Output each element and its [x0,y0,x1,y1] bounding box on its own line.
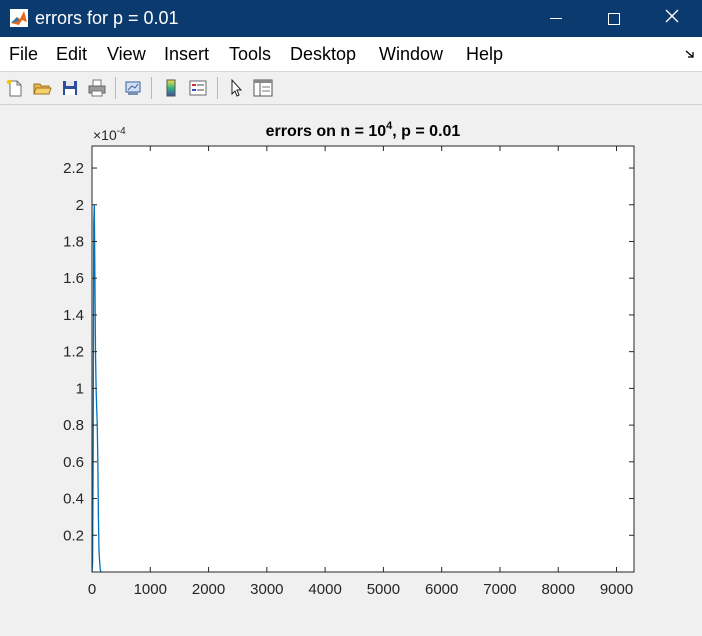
matlab-logo-icon [10,9,28,27]
x-tick-label: 9000 [600,581,633,598]
title-bar: errors for p = 0.01 [0,0,702,37]
x-tick-label: 3000 [250,581,283,598]
y-tick-label: 0.2 [63,527,84,544]
data-series-line [91,204,102,573]
menu-bar: File Edit View Insert Tools Desktop Wind… [0,37,702,72]
y-tick-label: 0.4 [63,491,84,508]
y-tick-label: 2.2 [63,160,84,177]
x-tick-label: 1000 [134,581,167,598]
figure-canvas: 0 1000 2000 3000 4000 5000 6000 7000 8000 9000 0.… [0,105,702,631]
window-title: errors for p = 0.01 [35,8,179,28]
maximize-icon [608,12,620,25]
toolbar-separator [115,77,116,99]
x-tick-label: 5000 [367,581,400,598]
toolbar-separator [217,77,218,99]
y-tick-label: 1.6 [63,270,84,287]
x-tick-label: 2000 [192,581,225,598]
menu-help[interactable]: Help [466,44,504,64]
x-tick-label: 7000 [483,581,516,598]
x-tick-label: 6000 [425,581,458,598]
menu-tools[interactable]: Tools [229,44,272,64]
new-figure-icon[interactable] [3,76,27,100]
menu-window[interactable]: Window [379,44,444,64]
x-tick-label: 8000 [542,581,575,598]
dock-arrow-icon[interactable] [684,47,696,65]
menu-desktop[interactable]: Desktop [290,44,357,64]
edit-plot-arrow-icon[interactable] [224,76,248,100]
y-tick-label: 1 [76,380,84,397]
print-icon[interactable] [85,76,109,100]
menu-view[interactable]: View [107,44,146,64]
menu-insert[interactable]: Insert [164,44,210,64]
chart-title: errors on n = 104, p = 0.01 [266,120,461,140]
figure-toolbar [0,72,702,105]
y-tick-label: 0.8 [63,417,84,434]
minimize-icon [550,18,562,19]
maximize-button[interactable] [585,0,643,37]
menu-file[interactable]: File [9,44,39,64]
x-tick-label: 4000 [308,581,341,598]
x-tick-label: 0 [88,581,96,598]
link-plot-icon[interactable] [121,76,145,100]
open-file-icon[interactable] [30,76,54,100]
y-tick-label: 1.2 [63,344,84,361]
toolbar-separator [151,77,152,99]
axes-background [92,146,634,572]
y-tick-label: 2 [76,197,84,214]
minimize-button[interactable] [527,0,585,37]
close-icon [665,9,679,28]
insert-colorbar-icon[interactable] [159,76,183,100]
property-inspector-icon[interactable] [251,76,275,100]
y-tick-label: 1.4 [63,307,84,324]
y-axis-exponent-label: ×10-4 [93,126,126,143]
save-icon[interactable] [58,76,82,100]
y-tick-label: 1.8 [63,233,84,250]
y-tick-label: 0.6 [63,454,84,471]
close-button[interactable] [643,0,701,37]
plot-area[interactable]: 0 1000 2000 3000 4000 5000 6000 7000 8000 9000 0.… [0,105,702,631]
axes-box [91,145,635,573]
menu-edit[interactable]: Edit [56,44,88,64]
insert-legend-icon[interactable] [186,76,210,100]
